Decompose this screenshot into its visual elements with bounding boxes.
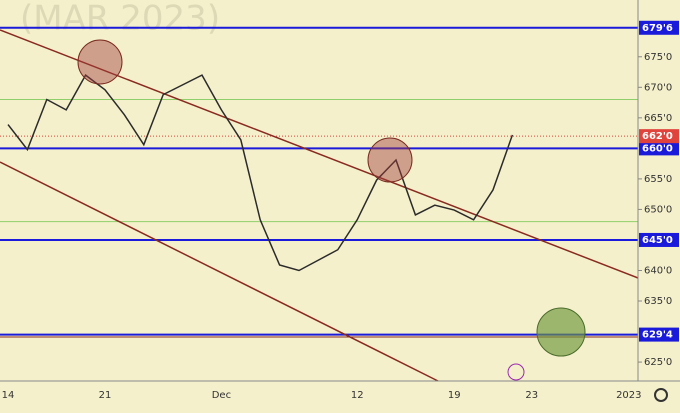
trend-line	[0, 29, 639, 279]
level-label: 679'6	[642, 23, 673, 34]
highlight-circle	[367, 137, 413, 183]
level-badge	[639, 141, 679, 156]
level-label: 660'0	[642, 143, 673, 154]
watermark: (MAR 2023)	[20, 0, 220, 39]
y-tick-label: 655'0	[644, 174, 672, 185]
x-tick-label: 23	[525, 390, 538, 401]
settings-icon[interactable]	[654, 388, 668, 402]
plot-area	[0, 0, 638, 381]
event-icon	[507, 363, 525, 381]
level-badge	[639, 129, 679, 144]
y-tick-label: 640'0	[644, 265, 672, 276]
highlight-circle	[77, 39, 123, 85]
y-tick-label: 625'0	[644, 357, 672, 368]
y-tick-label: 675'0	[644, 52, 672, 63]
marks	[7, 73, 514, 272]
target-circle	[536, 307, 586, 357]
level-label: 645'0	[642, 235, 673, 246]
x-tick-label: 12	[351, 390, 364, 401]
y-tick-label: 665'0	[644, 113, 672, 124]
trend-line	[0, 161, 439, 382]
x-tick-label: 14	[2, 390, 15, 401]
y-tick-label: 670'0	[644, 82, 672, 93]
x-tick-label: 19	[448, 390, 461, 401]
x-tick-label: 21	[99, 390, 112, 401]
level-label: 662'0	[642, 131, 673, 142]
level-badge	[639, 20, 679, 35]
y-tick-label: 650'0	[644, 204, 672, 215]
level-label: 629'4	[642, 330, 673, 341]
level-badge	[639, 232, 679, 247]
level-badge	[639, 327, 679, 342]
x-tick-label: Dec	[212, 390, 231, 401]
x-tick-label: 2023	[616, 390, 641, 401]
price-line	[7, 73, 514, 272]
y-tick-label: 635'0	[644, 296, 672, 307]
grid	[0, 26, 638, 336]
